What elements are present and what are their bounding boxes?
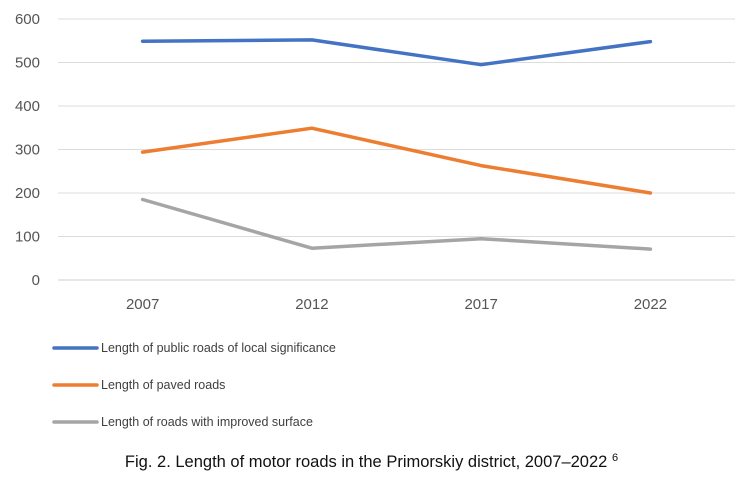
y-tick-label: 500 <box>15 55 40 72</box>
y-axis-tick-labels: 0 100 200 300 400 500 600 <box>15 11 40 289</box>
series-lines <box>140 38 653 251</box>
legend-label: Length of paved roads <box>101 378 225 392</box>
series-line-3 <box>140 197 653 251</box>
x-tick-label: 2022 <box>634 296 667 313</box>
x-tick-label: 2012 <box>295 296 328 313</box>
y-tick-label: 400 <box>15 98 40 115</box>
y-tick-label: 300 <box>15 142 40 159</box>
legend: Length of public roads of local signific… <box>52 341 336 429</box>
series-line-2 <box>140 126 653 195</box>
y-tick-label: 0 <box>32 272 40 289</box>
y-tick-label: 200 <box>15 185 40 202</box>
x-tick-label: 2007 <box>126 296 159 313</box>
x-tick-label: 2017 <box>464 296 497 313</box>
caption-footnote: 6 <box>611 452 619 464</box>
y-tick-label: 100 <box>15 229 40 246</box>
legend-label: Length of public roads of local signific… <box>101 341 336 355</box>
legend-label: Length of roads with improved surface <box>101 415 313 429</box>
series-line-1 <box>140 38 653 67</box>
x-axis-tick-labels: 2007 2012 2017 2022 <box>126 296 667 313</box>
caption-text: Fig. 2. Length of motor roads in the Pri… <box>124 453 608 471</box>
line-chart: 0 100 200 300 400 500 600 2007 2012 2017 2022 Len… <box>15 11 735 429</box>
y-tick-label: 600 <box>15 11 40 28</box>
figure-caption: Fig. 2. Length of motor roads in the Pri… <box>0 452 743 472</box>
